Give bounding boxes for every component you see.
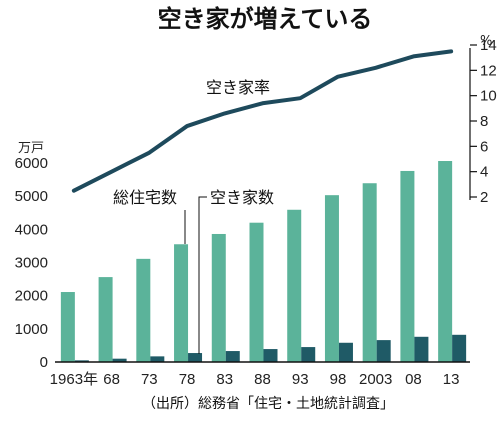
- total-series-label: 総住宅数: [113, 188, 177, 207]
- left-tick-label: 4000: [15, 221, 48, 238]
- bar-total-housing: [136, 258, 151, 362]
- bar-vacant-houses: [452, 334, 467, 362]
- left-tick-label: 0: [40, 354, 48, 371]
- right-tick-label: 4: [480, 164, 488, 181]
- x-tick-label: 78: [179, 371, 196, 388]
- bars: [60, 161, 467, 362]
- right-tick-label: 8: [480, 113, 488, 130]
- source-note: （出所）総務省「住宅・土地統計調査」: [142, 396, 394, 412]
- bar-vacant-houses: [301, 347, 316, 362]
- chart-title: 空き家が増えている: [158, 5, 373, 33]
- left-tick-label: 2000: [15, 288, 48, 305]
- bar-vacant-houses: [188, 353, 203, 362]
- left-tick-label: 1000: [15, 321, 48, 338]
- right-axis-ticks: 2 4 6 8 10 12 14: [470, 37, 497, 206]
- bar-total-housing: [60, 292, 75, 362]
- x-tick-label: 73: [141, 371, 158, 388]
- rate-series-label: 空き家率: [206, 78, 270, 97]
- left-axis-unit: 万戸: [18, 141, 44, 156]
- bar-vacant-houses: [112, 358, 127, 362]
- x-tick-label: 13: [443, 371, 460, 388]
- right-tick-label: 12: [480, 62, 497, 79]
- x-tick-label: 93: [292, 371, 309, 388]
- x-tick-label: 83: [216, 371, 233, 388]
- bar-total-housing: [362, 183, 377, 362]
- vacant-series-label: 空き家数: [210, 188, 274, 207]
- left-tick-label: 3000: [15, 255, 48, 272]
- bar-vacant-houses: [225, 351, 240, 362]
- x-tick-label: 1963年: [50, 371, 98, 388]
- x-tick-label: 88: [254, 371, 271, 388]
- right-axis-unit: %: [480, 34, 492, 49]
- right-tick-label: 10: [480, 88, 497, 105]
- bar-total-housing: [249, 222, 264, 362]
- bar-vacant-houses: [338, 342, 353, 362]
- x-tick-label: 98: [330, 371, 347, 388]
- bar-total-housing: [211, 233, 226, 362]
- bar-total-housing: [98, 277, 113, 362]
- left-axis-ticks: 0 1000 2000 3000 4000 5000 6000: [15, 155, 48, 371]
- bar-vacant-houses: [376, 340, 391, 362]
- bar-total-housing: [324, 195, 339, 362]
- vacant-label-leader: [198, 196, 207, 354]
- x-axis-ticks: 1963年 68 73 78 83 88 93 98 2003 08 13: [50, 371, 460, 388]
- bar-total-housing: [287, 209, 302, 362]
- bar-vacant-houses: [263, 349, 278, 362]
- bar-vacant-houses: [150, 356, 165, 362]
- right-tick-label: 14: [480, 37, 497, 54]
- bar-vacant-houses: [414, 336, 429, 362]
- left-tick-label: 5000: [15, 188, 48, 205]
- rate-line: [71, 49, 454, 193]
- left-tick-label: 6000: [15, 155, 48, 172]
- bar-total-housing: [174, 244, 189, 362]
- bar-total-housing: [400, 170, 415, 362]
- x-tick-label: 2003: [359, 371, 392, 388]
- bar-total-housing: [438, 161, 453, 362]
- right-tick-label: 6: [480, 138, 488, 155]
- bar-vacant-houses: [74, 360, 89, 362]
- right-tick-label: 2: [480, 189, 488, 206]
- rate-line-layer: [71, 49, 454, 193]
- x-tick-label: 68: [103, 371, 120, 388]
- x-tick-label: 08: [405, 371, 422, 388]
